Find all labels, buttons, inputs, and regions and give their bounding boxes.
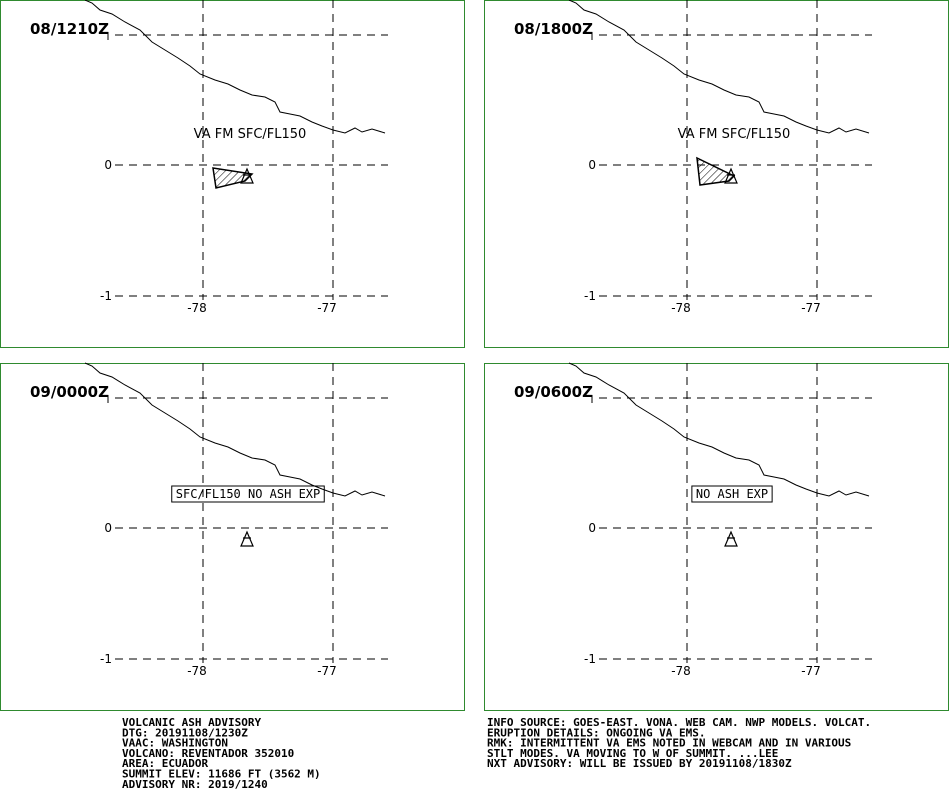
lon-label: -78 xyxy=(187,664,207,678)
lat-label: 0 xyxy=(588,158,596,172)
valid-time: 08/1210Z xyxy=(30,20,109,38)
lon-label: -78 xyxy=(187,301,207,315)
panel-border xyxy=(484,0,949,348)
ash-annotation: NO ASH EXP xyxy=(696,487,768,501)
panel-border xyxy=(484,363,949,711)
ash-area xyxy=(696,156,736,186)
valid-time: 08/1800Z xyxy=(514,20,593,38)
footer-line: DTG: 20191108/1230Z xyxy=(122,726,248,739)
ash-area xyxy=(212,167,254,189)
lon-label: -77 xyxy=(317,664,337,678)
map-panel: 0 -1 -78 -77 09/0000Z SFC/FL150 NO ASH EXP xyxy=(0,362,465,711)
coastline xyxy=(84,362,386,497)
footer-line: VAAC: WASHINGTON xyxy=(122,737,228,750)
lat-label: -1 xyxy=(584,652,596,666)
ash-annotation: VA FM SFC/FL150 xyxy=(678,127,791,142)
footer-line: INFO SOURCE: GOES-EAST. VONA. WEB CAM. N… xyxy=(487,716,871,729)
coastline xyxy=(84,0,386,134)
panel-border xyxy=(0,363,465,711)
lat-label: 0 xyxy=(104,158,112,172)
footer-line: ERUPTION DETAILS: ONGOING VA EMS. xyxy=(487,726,706,739)
valid-time: 09/0000Z xyxy=(30,383,109,401)
ash-annotation: VA FM SFC/FL150 xyxy=(194,127,307,142)
lon-label: -78 xyxy=(671,664,691,678)
footer-line: VOLCANIC ASH ADVISORY xyxy=(122,716,261,729)
lon-label: -78 xyxy=(671,301,691,315)
map-panel: 0 -1 -78 -77 08/1210Z VA FM SFC/FL150 xyxy=(0,0,465,348)
valid-time: 09/0600Z xyxy=(514,383,593,401)
lon-label: -77 xyxy=(801,664,821,678)
lat-label: -1 xyxy=(584,289,596,303)
footer-line: SUMMIT ELEV: 11686 FT (3562 M) xyxy=(122,768,321,781)
map-panel: 0 -1 -78 -77 08/1800Z VA FM SFC/FL150 xyxy=(484,0,949,348)
annotation-box xyxy=(691,485,773,503)
footer-line: RMK: INTERMITTENT VA EMS NOTED IN WEBCAM… xyxy=(487,737,851,750)
ash-annotation: SFC/FL150 NO ASH EXP xyxy=(176,487,321,501)
lat-label: 0 xyxy=(104,521,112,535)
lon-label: -77 xyxy=(317,301,337,315)
lon-label: -77 xyxy=(801,301,821,315)
volcano-symbol xyxy=(724,167,738,184)
lat-label: -1 xyxy=(100,289,112,303)
lat-label: 0 xyxy=(588,521,596,535)
annotation-box xyxy=(171,485,325,503)
footer-line: ADVISORY NR: 2019/1240 xyxy=(122,778,268,791)
footer-line: NXT ADVISORY: WILL BE ISSUED BY 20191108… xyxy=(487,757,792,770)
footer-line: STLT MODES. VA MOVING TO W OF SUMMIT. ..… xyxy=(487,747,778,760)
coastline xyxy=(568,0,870,134)
volcano-symbol xyxy=(240,530,254,547)
coastline xyxy=(568,362,870,497)
volcano-symbol xyxy=(240,167,254,184)
panel-border xyxy=(0,0,465,348)
volcano-symbol xyxy=(724,530,738,547)
footer-line: AREA: ECUADOR xyxy=(122,757,208,770)
map-panel: 0 -1 -78 -77 09/0600Z NO ASH EXP xyxy=(484,362,949,711)
footer-line: VOLCANO: REVENTADOR 352010 xyxy=(122,747,294,760)
lat-label: -1 xyxy=(100,652,112,666)
